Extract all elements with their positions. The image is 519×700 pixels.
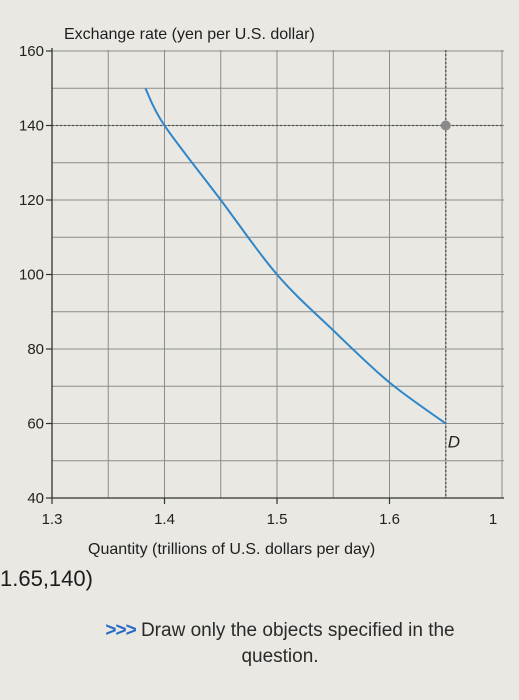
y-tick-label: 160 bbox=[19, 43, 44, 60]
y-tick-label: 120 bbox=[19, 192, 44, 209]
demand-chart: 40 60 80 100 120 140 160 1.3 1.4 1.5 1.6 1 D Exchan… bbox=[19, 26, 504, 558]
instruction-body: Draw only the objects specified in the q… bbox=[140, 620, 455, 667]
x-tick-label: 1.3 bbox=[42, 511, 63, 528]
series-layer: D bbox=[144, 87, 460, 452]
x-tick-label: 1.4 bbox=[154, 511, 175, 528]
y-tick-label: 60 bbox=[27, 416, 44, 433]
y-tick-label: 140 bbox=[19, 118, 44, 135]
y-axis-title: Exchange rate (yen per U.S. dollar) bbox=[64, 26, 315, 43]
x-tick-label: 1.5 bbox=[267, 511, 288, 528]
demand-curve bbox=[144, 87, 447, 425]
demand-curve-label: D bbox=[448, 433, 460, 452]
point-readout: 1.65,140) bbox=[0, 566, 93, 591]
chevron-prefix: >>> bbox=[105, 620, 136, 641]
grid bbox=[52, 50, 504, 498]
y-tick-label: 80 bbox=[27, 341, 44, 358]
instruction-text: >>> Draw only the objects specified in t… bbox=[100, 618, 460, 670]
highlight-point[interactable] bbox=[440, 120, 451, 131]
axes bbox=[46, 48, 504, 504]
x-tick-label-partial: 1 bbox=[489, 511, 497, 528]
y-tick-label: 40 bbox=[27, 490, 44, 507]
y-tick-label: 100 bbox=[19, 267, 44, 284]
tick-labels: 40 60 80 100 120 140 160 1.3 1.4 1.5 1.6 1 bbox=[19, 43, 497, 528]
x-tick-label: 1.6 bbox=[379, 511, 400, 528]
x-axis-title: Quantity (trillions of U.S. dollars per … bbox=[88, 541, 375, 558]
